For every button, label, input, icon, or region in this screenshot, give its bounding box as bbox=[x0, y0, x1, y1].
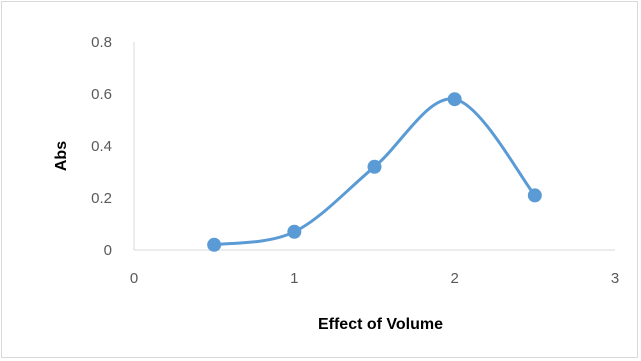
y-tick-label: 0.8 bbox=[91, 34, 112, 51]
y-tick-label: 0.6 bbox=[91, 86, 112, 103]
data-point bbox=[287, 224, 302, 239]
y-tick-label: 0.4 bbox=[91, 138, 112, 155]
data-point bbox=[527, 188, 542, 203]
data-point bbox=[207, 237, 222, 252]
x-axis-title: Effect of Volume bbox=[318, 316, 443, 333]
y-axis-ticks: 0 0.2 0.4 0.6 0.8 bbox=[91, 34, 112, 259]
y-axis-title: Abs bbox=[53, 141, 70, 171]
y-tick-label: 0 bbox=[104, 242, 112, 259]
x-tick-label: 0 bbox=[130, 270, 138, 287]
data-point bbox=[367, 159, 382, 174]
series-layer bbox=[207, 92, 542, 252]
x-tick-label: 1 bbox=[290, 270, 298, 287]
y-tick-label: 0.2 bbox=[91, 190, 112, 207]
data-point bbox=[447, 92, 462, 107]
x-tick-label: 3 bbox=[611, 270, 619, 287]
x-tick-label: 2 bbox=[450, 270, 458, 287]
x-axis-ticks: 0 1 2 3 bbox=[130, 270, 619, 287]
